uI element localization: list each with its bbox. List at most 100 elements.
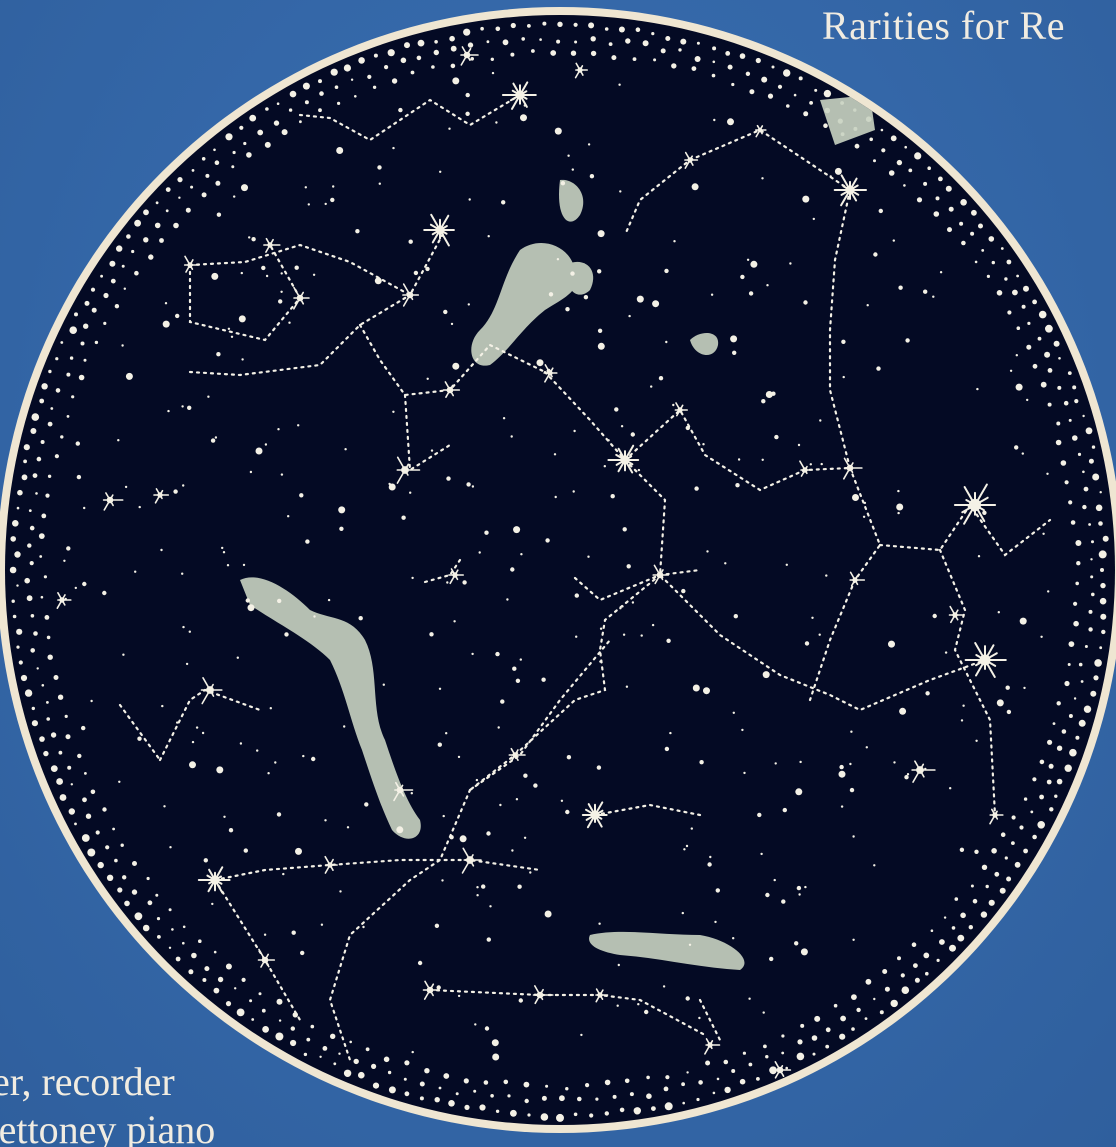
border-dot [1058,357,1061,360]
field-star [74,586,78,590]
field-star [996,699,1004,707]
field-star [727,118,734,126]
border-dot [16,645,20,649]
border-dot [595,1097,599,1101]
field-star [277,428,280,431]
field-star [652,300,660,308]
field-star [236,656,239,659]
field-star [487,235,490,238]
field-star [450,322,454,326]
border-dot [767,93,774,99]
field-star [187,405,192,410]
field-star [446,476,451,481]
field-star [706,550,709,553]
field-star [249,470,253,474]
field-star [746,258,750,261]
border-dot [143,209,149,216]
field-star [176,721,179,724]
border-dot [1044,351,1051,358]
bright-stars [56,46,1007,1079]
border-dot [1068,714,1073,718]
field-star [681,911,684,915]
bright-star [197,866,231,894]
border-dot [1032,777,1037,782]
border-dot [1039,759,1045,765]
border-dot [83,323,89,329]
border-dot [1048,763,1054,769]
bright-star [833,174,867,207]
border-dot [448,1100,455,1107]
field-star [478,551,481,554]
border-dot [712,46,717,51]
border-dot [978,223,983,229]
border-dot [47,474,52,478]
field-star [191,740,195,744]
field-star [897,511,900,515]
border-dot [391,78,398,84]
field-star [818,633,821,636]
border-dot [985,884,989,889]
field-star [138,505,141,509]
border-dot [908,168,913,173]
field-star [587,555,590,558]
border-dot [812,1052,816,1056]
field-star [426,377,429,380]
field-star [223,815,226,818]
field-star [425,266,430,272]
border-dot [29,525,35,531]
field-star [228,828,234,833]
border-dot [1078,719,1086,727]
field-star [878,208,883,214]
field-star [467,303,470,306]
field-star [724,562,727,565]
border-dot [696,1097,700,1102]
field-star [364,802,369,807]
field-star [932,613,937,619]
border-dot [257,129,264,136]
field-star [644,1009,649,1015]
field-star [102,590,107,596]
border-dot [66,372,71,377]
border-dot [59,794,67,801]
field-star [401,515,406,520]
border-dot [1073,697,1077,700]
border-dot [1012,289,1018,296]
border-dot [147,900,153,906]
border-dot [288,108,293,112]
field-star [446,581,449,584]
field-star [438,687,442,690]
bright-star [842,457,863,480]
field-star [825,574,828,577]
border-dot [178,196,181,199]
border-dot [681,1082,685,1087]
field-star [610,494,615,499]
border-dot [873,997,876,1001]
field-star [599,627,603,630]
field-star [118,780,121,783]
border-dot [988,236,995,242]
border-dot [483,1080,489,1085]
field-star [710,293,714,296]
border-dot [225,133,233,141]
bright-star [684,151,699,169]
field-star [761,458,764,461]
border-dot [856,1007,861,1013]
performer-credits: ner, recorder Bettoney piano [0,1058,215,1147]
field-star [484,1026,490,1031]
field-star [529,871,532,874]
border-dot [1102,535,1109,542]
border-dot [1090,690,1097,697]
field-star [457,755,461,759]
field-star [211,902,214,906]
field-star [417,960,423,966]
field-star [795,788,803,796]
border-dot [232,150,236,155]
field-star [904,775,909,780]
border-dot [43,575,48,579]
field-star [452,77,460,85]
field-star [396,826,404,834]
field-star [587,143,591,146]
border-dot [66,415,70,418]
border-dot [275,1032,284,1041]
border-dot [419,1096,424,1101]
